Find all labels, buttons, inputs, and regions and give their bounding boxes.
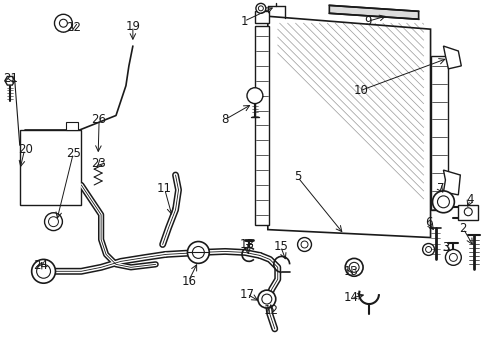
Circle shape [448,253,456,261]
Bar [254,11,268,23]
Circle shape [345,258,362,276]
Polygon shape [328,5,418,19]
Text: 22: 22 [66,21,81,33]
Text: 25: 25 [66,147,81,160]
Bar [20,130,81,205]
Text: 12: 12 [263,304,278,317]
Circle shape [301,241,307,248]
Text: 2: 2 [458,222,466,235]
Text: 16: 16 [181,275,196,288]
Circle shape [348,262,358,272]
Circle shape [37,264,50,278]
Text: 13: 13 [343,265,358,278]
Circle shape [445,249,460,265]
Circle shape [262,294,271,304]
Bar [429,56,447,210]
Polygon shape [443,46,460,69]
Polygon shape [443,170,459,195]
Circle shape [187,242,209,264]
Bar [254,26,268,225]
Bar [457,205,477,220]
Bar [66,122,78,130]
Circle shape [425,247,431,252]
Text: 19: 19 [125,20,140,33]
Circle shape [246,88,263,104]
Circle shape [255,3,265,13]
Circle shape [432,191,453,213]
Circle shape [258,6,263,11]
Text: 10: 10 [353,84,367,97]
Circle shape [422,243,434,255]
Circle shape [437,196,448,208]
Text: 14: 14 [343,291,358,305]
Text: 4: 4 [466,193,473,206]
Circle shape [32,260,55,283]
Circle shape [60,19,67,27]
Circle shape [257,290,275,308]
Circle shape [48,217,59,227]
Text: 15: 15 [273,240,288,253]
Text: 26: 26 [91,113,106,126]
Text: 3: 3 [441,241,448,255]
Text: 9: 9 [364,14,371,27]
Polygon shape [5,76,15,85]
Text: 23: 23 [91,157,106,170]
Text: 6: 6 [424,216,432,229]
Circle shape [463,208,471,216]
Text: 21: 21 [3,72,18,85]
Text: 20: 20 [18,143,33,156]
Text: 1: 1 [240,14,248,27]
Circle shape [297,238,311,251]
Text: 24: 24 [33,259,48,272]
Circle shape [192,247,204,258]
Text: 11: 11 [157,183,172,195]
Text: 5: 5 [294,170,301,183]
Text: 8: 8 [221,113,228,126]
Text: 18: 18 [239,238,254,251]
Text: 17: 17 [239,288,254,301]
Circle shape [44,213,62,231]
Circle shape [54,14,72,32]
Text: 7: 7 [436,183,444,195]
